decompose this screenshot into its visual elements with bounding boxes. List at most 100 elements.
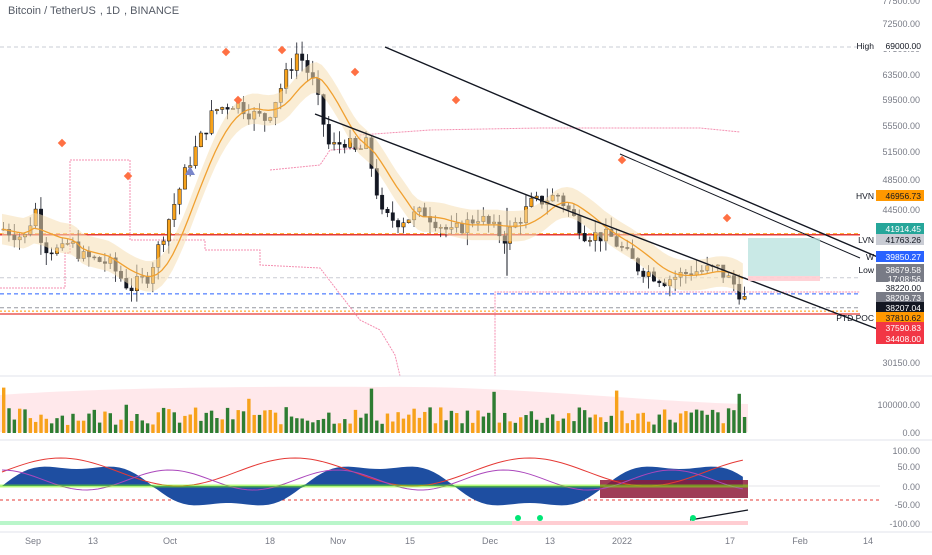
osc-signal-dot bbox=[515, 515, 521, 521]
price-tag-bg bbox=[876, 190, 924, 201]
price-tag-tag8: 38207.04 bbox=[876, 302, 924, 313]
volume-bar bbox=[209, 410, 214, 433]
volume-bar bbox=[113, 424, 118, 433]
volume-bar bbox=[241, 411, 246, 433]
volume-bar bbox=[609, 415, 614, 433]
candle-body bbox=[204, 132, 209, 135]
volume-bar bbox=[588, 417, 592, 433]
volume-bar bbox=[694, 409, 699, 433]
candle-body bbox=[129, 287, 134, 291]
candle-body bbox=[337, 142, 342, 145]
candle-body bbox=[582, 233, 587, 242]
volume-bar bbox=[444, 420, 448, 433]
osc-negative-area bbox=[2, 486, 743, 506]
osc-axis-label: -50.00 bbox=[894, 500, 920, 510]
volume-bar bbox=[337, 423, 342, 433]
osc-axis-label: -100.00 bbox=[889, 519, 920, 529]
price-tag-bg bbox=[876, 273, 924, 284]
volume-bar bbox=[161, 407, 166, 433]
interval-label[interactable]: 1D bbox=[105, 5, 121, 17]
price-tag-tag3: 39850.27 W bbox=[866, 251, 924, 262]
signal-triangle-marker bbox=[185, 166, 195, 175]
osc-line-purple bbox=[1, 469, 743, 491]
volume-bar bbox=[412, 408, 416, 433]
price-tag-text: 34408.00 bbox=[886, 334, 922, 344]
price-tag-bg bbox=[876, 282, 924, 293]
volume-bar bbox=[556, 420, 560, 433]
time-axis-label: 17 bbox=[725, 536, 735, 546]
volume-axis-label: 100000.00 bbox=[877, 400, 920, 410]
price-tag-bg bbox=[876, 292, 924, 303]
volume-bar bbox=[140, 420, 144, 433]
candle-body bbox=[385, 208, 390, 213]
volume-bar bbox=[343, 419, 347, 433]
price-tag-tag1: 41914.45 bbox=[876, 223, 924, 234]
symbol-header[interactable]: Bitcoin / TetherUS, 1D, BINANCE bbox=[8, 5, 180, 17]
volume-bar bbox=[231, 419, 235, 433]
price-axis-label: 77500.00 bbox=[882, 0, 920, 6]
candle-body bbox=[198, 132, 203, 148]
volume-bar bbox=[401, 418, 406, 433]
volume-bar bbox=[593, 414, 598, 433]
candle-body bbox=[182, 167, 187, 190]
channel-lower-line bbox=[314, 113, 881, 331]
price-tag-bg bbox=[876, 302, 924, 313]
candle-body bbox=[289, 69, 294, 71]
volume-bar bbox=[55, 418, 59, 433]
volume-bar bbox=[375, 420, 379, 433]
volume-bar bbox=[508, 421, 512, 433]
candle-body bbox=[209, 110, 214, 134]
osc-signal-dot bbox=[690, 515, 696, 521]
signal-diamond-marker bbox=[350, 67, 360, 77]
volume-bar bbox=[732, 410, 736, 433]
volume-bar bbox=[300, 418, 304, 433]
volume-bar bbox=[572, 421, 576, 433]
volume-bar bbox=[396, 412, 400, 433]
volume-bar bbox=[332, 423, 336, 433]
volume-bar bbox=[625, 423, 630, 433]
volume-bar bbox=[391, 421, 395, 433]
volume-bar bbox=[359, 417, 363, 433]
price-tag-text: 38209.73 bbox=[886, 293, 922, 303]
candle-body bbox=[172, 204, 177, 220]
price-tag-hvn: 46956.73 HVN bbox=[856, 190, 924, 201]
price-tag-text: 41763.26 bbox=[886, 235, 922, 245]
candle-body bbox=[166, 219, 171, 242]
volume-bar bbox=[737, 393, 741, 433]
signal-diamond-marker bbox=[123, 171, 133, 181]
volume-bar bbox=[204, 412, 208, 433]
time-axis-label: Feb bbox=[792, 536, 808, 546]
projection-box-red bbox=[748, 276, 820, 281]
volume-bar bbox=[33, 421, 38, 433]
volume-bar bbox=[28, 418, 33, 433]
volume-bar bbox=[684, 411, 688, 433]
volume-bar bbox=[673, 422, 677, 433]
volume-bar bbox=[550, 414, 555, 433]
volume-bar bbox=[129, 420, 134, 433]
volume-bar bbox=[540, 422, 544, 433]
volume-bar bbox=[630, 420, 635, 433]
price-tag-bg bbox=[876, 234, 924, 245]
ema-line bbox=[1, 76, 744, 280]
volume-bar bbox=[167, 409, 171, 433]
time-axis-label: Oct bbox=[163, 536, 178, 546]
price-tag-bg bbox=[876, 312, 924, 323]
signal-diamond-marker bbox=[277, 45, 287, 55]
price-axis-label: 72500.00 bbox=[882, 19, 920, 29]
volume-bar bbox=[582, 410, 587, 433]
symbol-name: Bitcoin / TetherUS bbox=[8, 5, 96, 17]
volume-bar bbox=[369, 388, 374, 433]
time-axis-label: 14 bbox=[863, 536, 873, 546]
volume-bar bbox=[92, 409, 97, 433]
volume-bar bbox=[177, 422, 182, 433]
volume-bar bbox=[455, 413, 459, 433]
volume-bar bbox=[119, 419, 123, 433]
volume-bar bbox=[295, 418, 299, 433]
volume-bar bbox=[380, 423, 384, 433]
volume-bar bbox=[311, 422, 315, 433]
time-axis-label: 13 bbox=[88, 536, 98, 546]
volume-bar bbox=[23, 409, 27, 433]
volume-bar bbox=[257, 414, 262, 433]
